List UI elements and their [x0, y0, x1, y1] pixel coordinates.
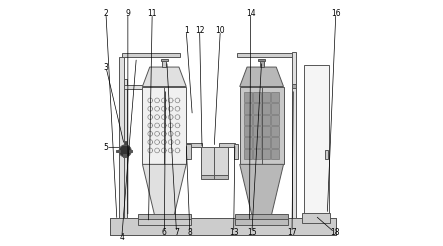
Text: 10: 10: [215, 26, 225, 35]
Bar: [271, 137, 280, 148]
Bar: [244, 137, 252, 148]
Bar: [109, 218, 336, 235]
Text: 12: 12: [195, 26, 204, 35]
Text: 7: 7: [174, 228, 179, 237]
Bar: [201, 175, 228, 179]
Text: 1: 1: [184, 26, 189, 35]
Bar: [235, 214, 288, 220]
Text: 3: 3: [104, 62, 109, 72]
Bar: [143, 87, 186, 164]
Bar: [233, 144, 238, 159]
Bar: [138, 219, 191, 225]
Bar: [244, 115, 252, 125]
Bar: [260, 61, 264, 67]
Bar: [244, 103, 252, 114]
Bar: [271, 92, 280, 102]
Bar: [109, 218, 336, 235]
Bar: [271, 115, 280, 125]
Bar: [138, 214, 191, 220]
Bar: [302, 213, 330, 223]
Polygon shape: [240, 164, 284, 215]
Polygon shape: [119, 145, 131, 157]
Bar: [237, 53, 295, 57]
Polygon shape: [143, 164, 186, 215]
Polygon shape: [240, 67, 284, 87]
Bar: [244, 149, 252, 159]
Text: 5: 5: [104, 143, 109, 152]
Bar: [292, 84, 295, 88]
Text: 15: 15: [247, 228, 256, 237]
Bar: [244, 126, 252, 136]
Bar: [262, 149, 270, 159]
Text: 4: 4: [119, 233, 124, 242]
Bar: [253, 92, 261, 102]
Bar: [271, 103, 280, 114]
Bar: [253, 126, 261, 136]
Bar: [258, 59, 265, 61]
Bar: [262, 115, 270, 125]
Bar: [262, 137, 270, 148]
Text: 2: 2: [104, 9, 109, 18]
Bar: [117, 150, 120, 152]
Bar: [325, 150, 328, 159]
Bar: [124, 140, 127, 145]
Text: 14: 14: [246, 9, 256, 18]
Bar: [240, 87, 284, 164]
Bar: [186, 143, 202, 147]
Text: 18: 18: [330, 228, 339, 237]
Bar: [119, 57, 124, 218]
Bar: [235, 219, 288, 225]
Bar: [244, 92, 252, 102]
Bar: [253, 115, 261, 125]
Text: 17: 17: [287, 228, 297, 237]
Bar: [163, 61, 166, 67]
Bar: [124, 154, 126, 157]
Text: 16: 16: [331, 9, 341, 18]
Bar: [271, 149, 280, 159]
Bar: [122, 53, 180, 57]
Bar: [271, 126, 280, 136]
Bar: [304, 65, 329, 215]
Bar: [253, 149, 261, 159]
Bar: [219, 143, 235, 147]
Polygon shape: [143, 67, 186, 87]
Bar: [292, 52, 296, 218]
Bar: [161, 59, 168, 61]
Bar: [262, 126, 270, 136]
Text: 9: 9: [125, 9, 130, 18]
Text: 8: 8: [187, 228, 192, 237]
Text: 13: 13: [229, 228, 238, 237]
Bar: [262, 103, 270, 114]
Bar: [253, 103, 261, 114]
Bar: [201, 147, 228, 177]
Bar: [253, 137, 261, 148]
Bar: [186, 144, 190, 159]
Bar: [262, 92, 270, 102]
Text: 6: 6: [162, 228, 167, 237]
Bar: [128, 150, 132, 152]
Bar: [123, 85, 152, 89]
Text: 11: 11: [148, 9, 157, 18]
Bar: [123, 79, 128, 218]
